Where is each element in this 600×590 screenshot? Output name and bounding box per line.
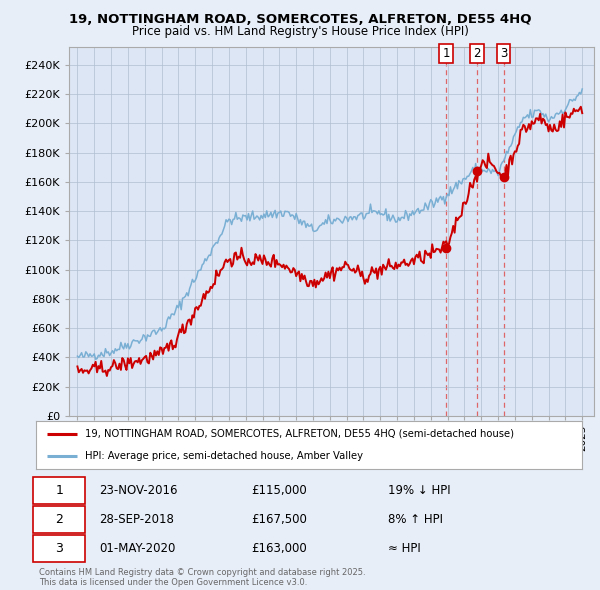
FancyBboxPatch shape [33, 535, 85, 562]
Text: Contains HM Land Registry data © Crown copyright and database right 2025.
This d: Contains HM Land Registry data © Crown c… [39, 568, 365, 587]
Text: 3: 3 [500, 47, 508, 60]
Text: 1: 1 [442, 47, 449, 60]
FancyBboxPatch shape [33, 506, 85, 533]
Text: 23-NOV-2016: 23-NOV-2016 [99, 484, 177, 497]
Text: 19, NOTTINGHAM ROAD, SOMERCOTES, ALFRETON, DE55 4HQ: 19, NOTTINGHAM ROAD, SOMERCOTES, ALFRETO… [69, 13, 531, 26]
Text: £163,000: £163,000 [251, 542, 307, 555]
Text: 2: 2 [55, 513, 63, 526]
Text: HPI: Average price, semi-detached house, Amber Valley: HPI: Average price, semi-detached house,… [85, 451, 363, 461]
Text: £115,000: £115,000 [251, 484, 307, 497]
Text: 2: 2 [473, 47, 481, 60]
Text: 8% ↑ HPI: 8% ↑ HPI [388, 513, 443, 526]
Text: ≈ HPI: ≈ HPI [388, 542, 421, 555]
Text: 28-SEP-2018: 28-SEP-2018 [99, 513, 173, 526]
Text: 3: 3 [55, 542, 63, 555]
Text: 19% ↓ HPI: 19% ↓ HPI [388, 484, 451, 497]
Text: 01-MAY-2020: 01-MAY-2020 [99, 542, 175, 555]
Text: 1: 1 [55, 484, 63, 497]
Text: £167,500: £167,500 [251, 513, 308, 526]
FancyBboxPatch shape [33, 477, 85, 504]
Text: 19, NOTTINGHAM ROAD, SOMERCOTES, ALFRETON, DE55 4HQ (semi-detached house): 19, NOTTINGHAM ROAD, SOMERCOTES, ALFRETO… [85, 429, 514, 439]
Text: Price paid vs. HM Land Registry's House Price Index (HPI): Price paid vs. HM Land Registry's House … [131, 25, 469, 38]
